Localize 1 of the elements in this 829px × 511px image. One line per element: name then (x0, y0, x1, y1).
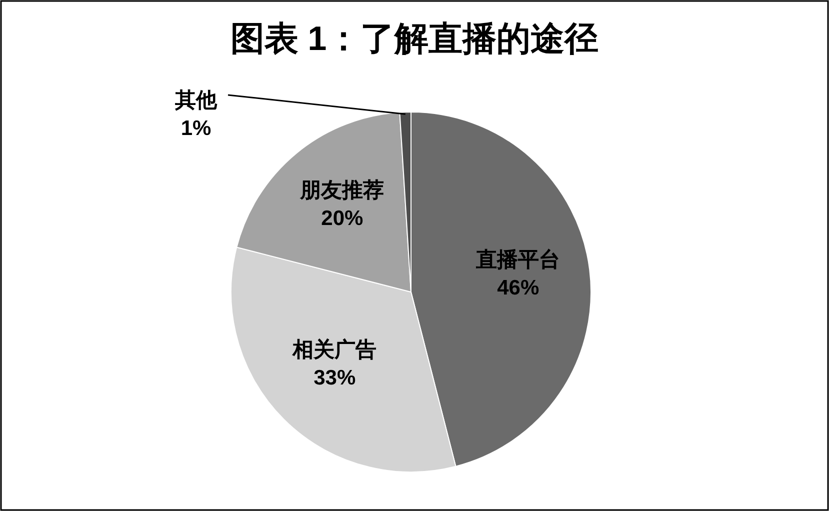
title: 图表 1：了解直播的途径 (230, 20, 599, 58)
